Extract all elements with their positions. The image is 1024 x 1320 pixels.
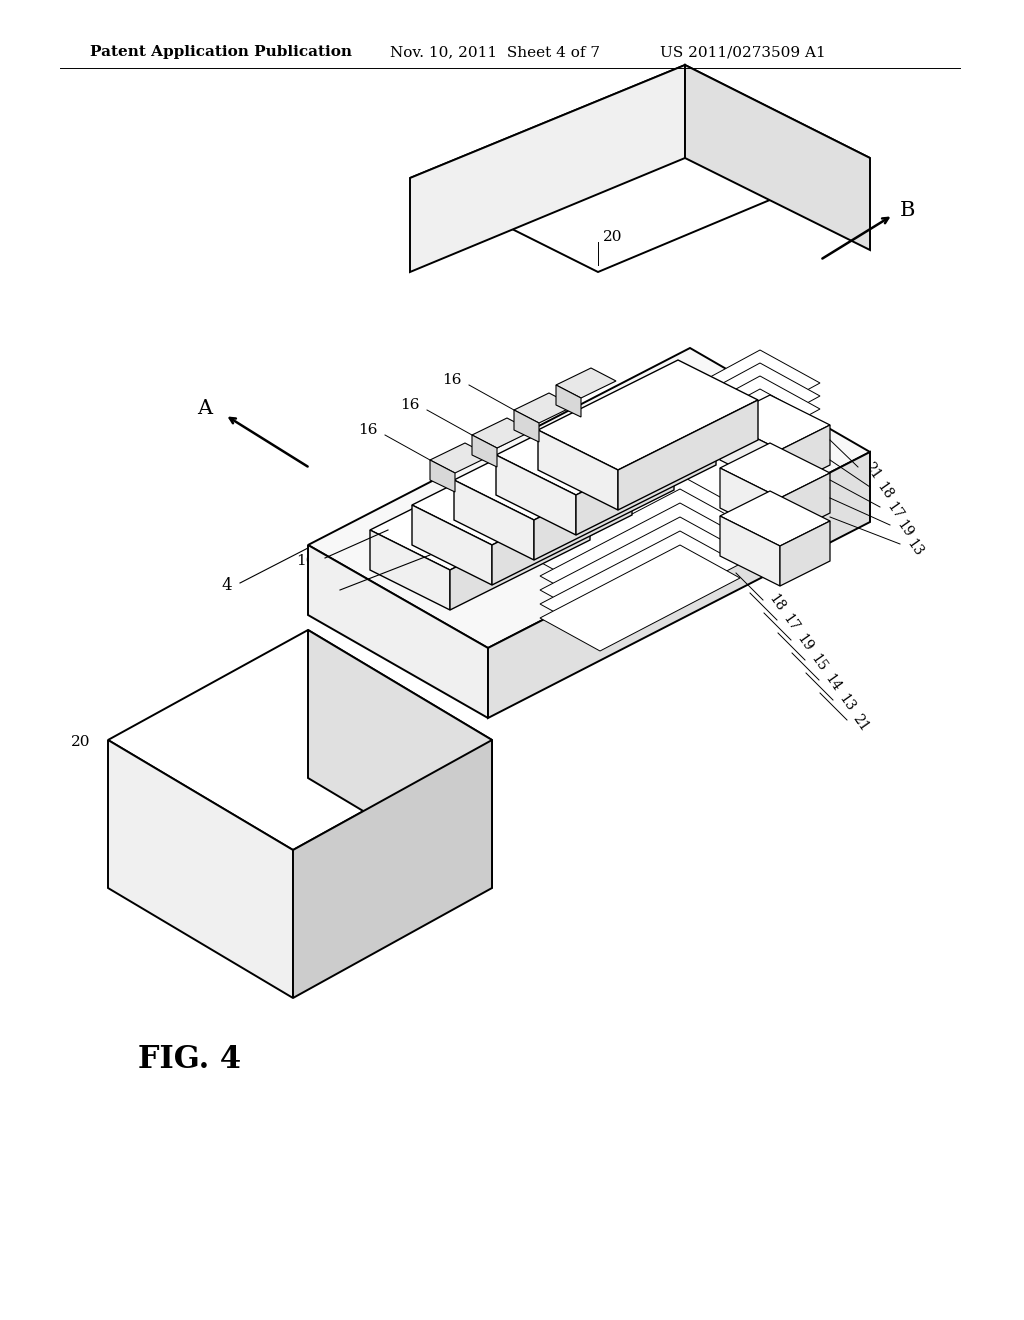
Polygon shape (410, 65, 685, 272)
Polygon shape (293, 741, 492, 998)
Polygon shape (108, 630, 492, 850)
Text: 18: 18 (766, 591, 787, 614)
Polygon shape (370, 459, 590, 570)
Text: Nov. 10, 2011  Sheet 4 of 7: Nov. 10, 2011 Sheet 4 of 7 (390, 45, 600, 59)
Polygon shape (496, 385, 716, 495)
Polygon shape (780, 521, 830, 586)
Polygon shape (538, 360, 758, 470)
Text: US 2011/0273509 A1: US 2011/0273509 A1 (660, 45, 825, 59)
Polygon shape (575, 425, 716, 535)
Text: 19: 19 (894, 517, 915, 540)
Polygon shape (720, 491, 830, 546)
Text: 17: 17 (884, 500, 905, 523)
Polygon shape (454, 411, 674, 520)
Text: 13: 13 (904, 537, 926, 560)
Text: 13: 13 (836, 692, 857, 714)
Text: 14: 14 (822, 672, 844, 694)
Polygon shape (430, 459, 455, 492)
Polygon shape (685, 65, 870, 249)
Polygon shape (640, 432, 820, 529)
Text: 16: 16 (442, 374, 462, 387)
Polygon shape (454, 480, 534, 560)
Polygon shape (412, 436, 632, 545)
Polygon shape (640, 403, 820, 502)
Text: FIG. 4: FIG. 4 (138, 1044, 241, 1076)
Polygon shape (618, 400, 758, 510)
Polygon shape (720, 420, 780, 490)
Polygon shape (308, 545, 488, 718)
Polygon shape (540, 488, 740, 595)
Polygon shape (556, 368, 616, 399)
Polygon shape (308, 348, 870, 648)
Polygon shape (472, 418, 532, 447)
Text: 19: 19 (794, 632, 815, 655)
Polygon shape (412, 506, 492, 585)
Text: A: A (197, 399, 212, 417)
Polygon shape (640, 363, 820, 461)
Polygon shape (492, 475, 632, 585)
Polygon shape (472, 436, 497, 467)
Polygon shape (640, 350, 820, 447)
Text: 10: 10 (310, 587, 330, 601)
Text: 15: 15 (808, 652, 829, 675)
Text: 20: 20 (603, 230, 623, 244)
Polygon shape (640, 389, 820, 487)
Polygon shape (514, 411, 539, 442)
Polygon shape (720, 469, 780, 539)
Polygon shape (556, 385, 581, 417)
Polygon shape (534, 450, 674, 560)
Polygon shape (540, 531, 740, 638)
Polygon shape (410, 65, 870, 272)
Polygon shape (370, 531, 450, 610)
Text: 21: 21 (862, 459, 884, 482)
Text: 18: 18 (874, 479, 896, 502)
Polygon shape (640, 376, 820, 474)
Polygon shape (430, 444, 490, 473)
Polygon shape (496, 455, 575, 535)
Polygon shape (108, 741, 293, 998)
Text: 16: 16 (358, 422, 378, 437)
Polygon shape (780, 473, 830, 539)
Polygon shape (780, 425, 830, 490)
Text: Patent Application Publication: Patent Application Publication (90, 45, 352, 59)
Polygon shape (720, 395, 830, 450)
Polygon shape (450, 500, 590, 610)
Polygon shape (308, 630, 492, 888)
Polygon shape (540, 545, 740, 651)
Polygon shape (514, 393, 574, 422)
Text: 21: 21 (850, 711, 871, 734)
Polygon shape (720, 444, 830, 498)
Polygon shape (540, 475, 740, 581)
Text: 16: 16 (400, 399, 420, 412)
Polygon shape (720, 516, 780, 586)
Text: 10: 10 (297, 554, 316, 568)
Polygon shape (538, 430, 618, 510)
Text: 17: 17 (780, 611, 802, 635)
Polygon shape (540, 517, 740, 623)
Polygon shape (540, 503, 740, 609)
Polygon shape (640, 417, 820, 515)
Text: B: B (900, 201, 915, 219)
Text: 20: 20 (71, 735, 90, 748)
Polygon shape (488, 451, 870, 718)
Text: 4: 4 (221, 578, 232, 594)
